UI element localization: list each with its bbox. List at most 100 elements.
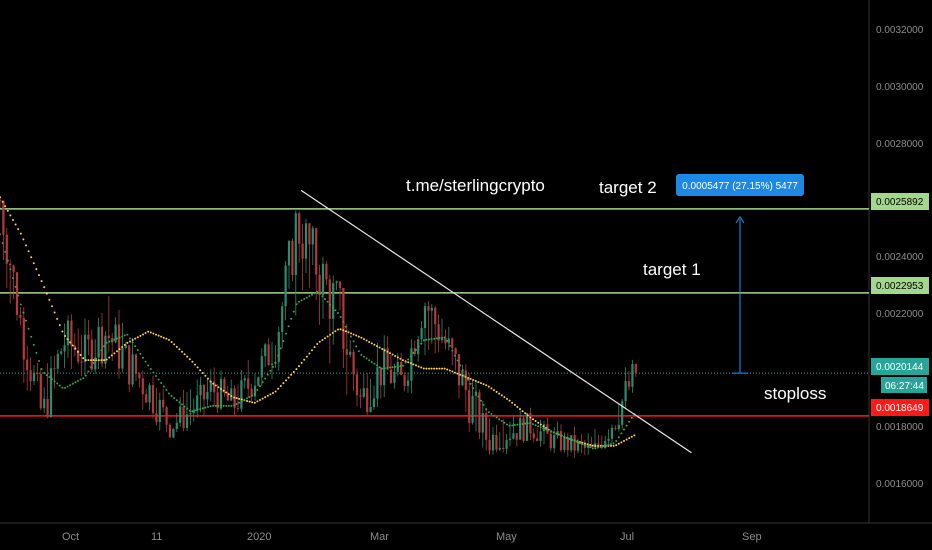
ma-point: [103, 345, 105, 348]
candle-body: [26, 359, 29, 371]
ma-point: [165, 389, 168, 392]
candle-body: [508, 438, 512, 440]
ma-point: [511, 401, 514, 404]
ma-point: [506, 423, 508, 426]
ma-point: [383, 349, 386, 352]
ma-point: [6, 259, 9, 262]
candle-body: [325, 263, 328, 280]
ma-point: [201, 407, 204, 410]
target-1-annotation: target 1: [643, 260, 701, 279]
candle-body: [570, 435, 573, 451]
ma-point: [334, 330, 337, 333]
ma-point: [285, 379, 287, 382]
ma-point: [92, 362, 95, 365]
ma-point: [71, 344, 74, 347]
ma-point: [383, 367, 386, 370]
ma-point: [344, 325, 347, 328]
candle-body: [362, 388, 365, 397]
ma-point: [584, 444, 586, 447]
ma-point: [272, 365, 274, 368]
candle-body: [182, 406, 185, 428]
candle-body: [90, 339, 93, 370]
candle-body: [468, 390, 471, 423]
y-axis[interactable]: 0.0032000 0.0030000 0.0028000 0.0024000 …: [876, 25, 924, 490]
candle-body: [349, 351, 352, 355]
ma-point: [97, 353, 100, 356]
candle-body: [243, 378, 246, 381]
ma-point: [4, 250, 7, 253]
ma-point: [186, 355, 189, 358]
ma-point: [495, 390, 498, 393]
candle-body: [104, 335, 107, 364]
ma-point: [435, 367, 438, 370]
ma-point: [274, 362, 277, 365]
ma-point: [295, 303, 298, 306]
ma-point: [1, 200, 4, 203]
ma-point: [412, 363, 415, 366]
x-tick-label: Oct: [62, 531, 79, 543]
ma-point: [526, 422, 529, 425]
ma-point: [243, 398, 246, 401]
ma-point: [25, 244, 27, 247]
x-axis[interactable]: Oct 11 2020 Mar May Jul Sep: [62, 531, 762, 543]
candle-body: [315, 228, 318, 275]
ma-point: [500, 394, 503, 397]
candle-body: [250, 388, 253, 397]
x-tick-label: Sep: [742, 531, 762, 543]
ma-point: [454, 354, 456, 357]
candle-body: [427, 306, 430, 311]
ma-point: [443, 367, 446, 370]
ma-point: [204, 374, 207, 377]
ma-point: [532, 423, 534, 426]
ma-point: [428, 338, 430, 341]
ma-point: [12, 218, 14, 221]
candle-body: [12, 265, 15, 273]
ma-point: [396, 365, 399, 368]
ma-point: [352, 340, 355, 343]
ma-point: [376, 364, 378, 367]
ma-point: [116, 350, 118, 353]
candle-body: [464, 370, 467, 391]
ma-point: [131, 339, 134, 342]
ma-point: [589, 443, 592, 446]
ma-point: [555, 432, 558, 435]
candle-body: [522, 418, 525, 441]
ma-point: [360, 354, 363, 357]
ma-point: [233, 404, 235, 407]
ma-point: [321, 339, 324, 342]
candle-body: [117, 324, 121, 369]
ma-point: [441, 336, 443, 339]
candle-body: [321, 263, 325, 296]
ma-point: [277, 387, 280, 390]
candle-body: [253, 385, 257, 397]
ma-point: [292, 310, 295, 313]
candle-body: [474, 392, 478, 396]
candle-body: [355, 374, 359, 396]
ma-point: [493, 414, 495, 417]
ma-point: [370, 361, 373, 364]
candle-body: [597, 443, 600, 445]
ma-point: [129, 337, 131, 340]
ma-point: [625, 438, 628, 441]
ma-point: [417, 345, 420, 348]
ma-point: [461, 374, 464, 377]
ma-point: [1, 242, 4, 245]
ma-point: [230, 404, 233, 407]
trendline[interactable]: [300, 189, 692, 454]
candle-body: [335, 281, 338, 283]
ma-point: [17, 294, 20, 297]
ma-point: [261, 381, 264, 384]
ma-point: [331, 306, 334, 309]
ma-point: [547, 429, 550, 432]
ma-point: [329, 333, 332, 336]
ma-point: [516, 423, 519, 426]
candle-body: [162, 399, 165, 408]
price-badge-current: 0.0020144: [871, 358, 929, 375]
candle-body: [277, 332, 280, 363]
ma-point: [14, 285, 17, 288]
candle-body: [209, 381, 212, 392]
candle-body: [311, 228, 314, 245]
candle-body: [185, 414, 189, 428]
candle-body: [525, 413, 529, 441]
